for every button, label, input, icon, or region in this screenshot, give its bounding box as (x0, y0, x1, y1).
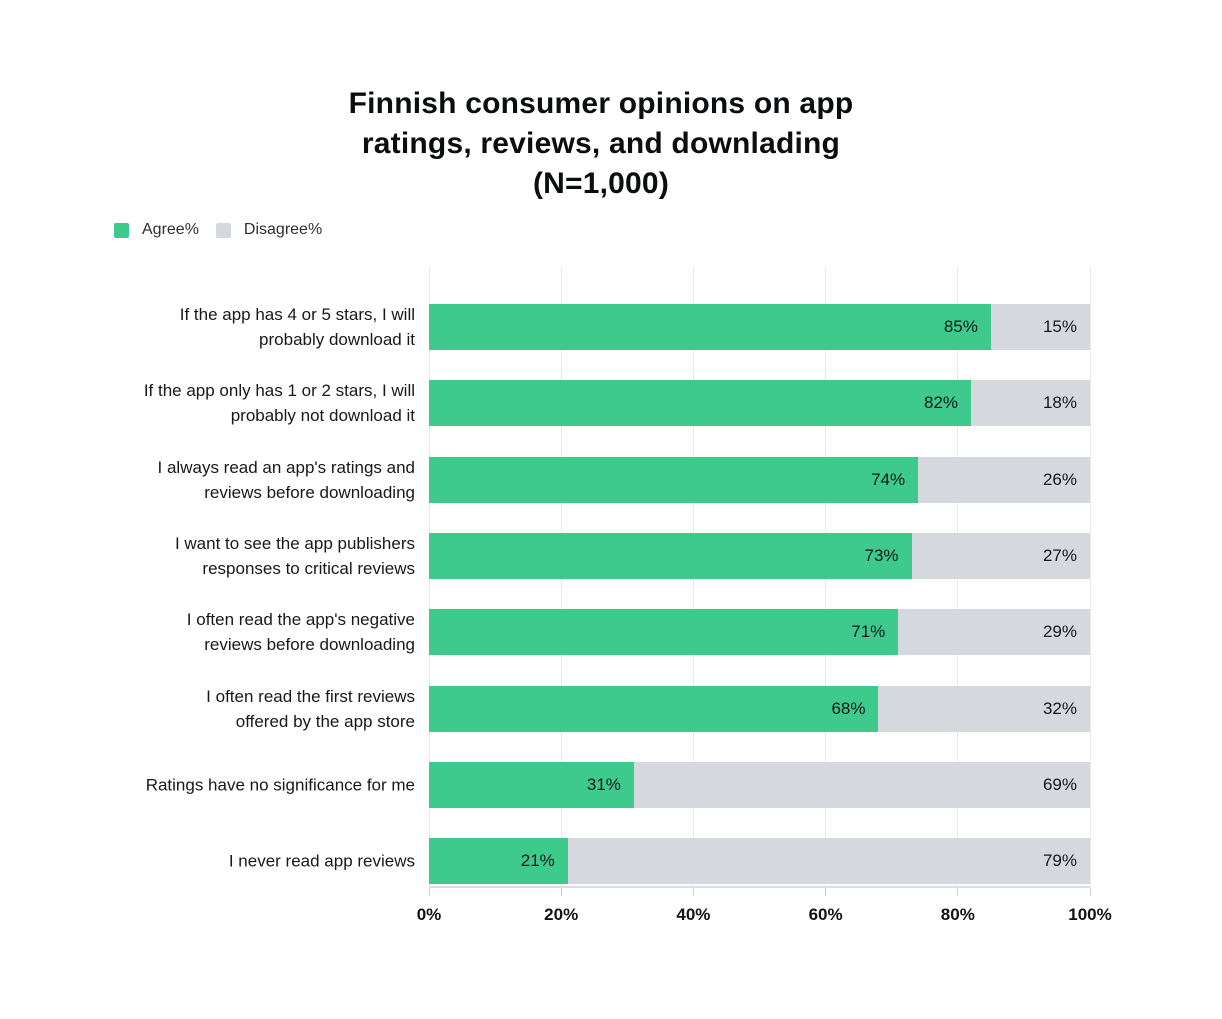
bar-value-label: 21% (520, 851, 555, 870)
category-label: I want to see the app publishers respons… (174, 534, 415, 578)
bar-value-label: 15% (1042, 317, 1077, 336)
bar-value-label: 69% (1042, 775, 1077, 794)
bar-segment-agree: 73% (429, 533, 912, 579)
bar-segment-agree: 82% (429, 380, 972, 426)
x-axis-tick (560, 888, 562, 896)
category-label: I often read the app's negative reviews … (186, 610, 415, 654)
category-label: If the app has 4 or 5 stars, I will prob… (179, 305, 415, 349)
bar-row: 21% 79% (429, 838, 1090, 884)
bar-segment-agree: 74% (429, 457, 919, 503)
bar-segment-disagree: 18% (971, 380, 1090, 426)
bar-segment-disagree: 26% (918, 457, 1090, 503)
legend-item-agree: Agree% (114, 221, 199, 239)
bar-segment-disagree: 27% (911, 533, 1090, 579)
legend-item-disagree: Disagree% (215, 221, 323, 239)
bar-row: 68% 32% (429, 686, 1090, 732)
bar-segment-agree: 31% (429, 762, 634, 808)
bar-row: 73% 27% (429, 533, 1090, 579)
bar-value-label: 73% (864, 546, 899, 565)
bar-row: 71% 29% (429, 609, 1090, 655)
x-axis-tick-label: 40% (676, 905, 711, 924)
x-axis-tick-label: 0% (416, 905, 442, 924)
x-axis-line (429, 886, 1090, 888)
bar-segment-disagree: 32% (878, 686, 1090, 732)
x-axis-tick (957, 888, 959, 896)
x-axis-tick (692, 888, 694, 896)
bar-segment-disagree: 15% (990, 304, 1090, 350)
bar-value-label: 26% (1042, 470, 1077, 489)
bar-value-label: 32% (1042, 699, 1077, 718)
category-labels: If the app has 4 or 5 stars, I will prob… (55, 267, 415, 887)
bar-value-label: 31% (586, 775, 621, 794)
bar-row: 82% 18% (429, 380, 1090, 426)
bar-segment-agree: 85% (429, 304, 991, 350)
bar-value-label: 85% (943, 317, 978, 336)
bar-value-label: 29% (1042, 622, 1077, 641)
bar-row: 85% 15% (429, 304, 1090, 350)
category-label: If the app only has 1 or 2 stars, I will… (143, 381, 415, 425)
chart-title: Finnish consumer opinions on app ratings… (348, 87, 854, 200)
bar-value-label: 71% (851, 622, 886, 641)
category-label: Ratings have no significance for me (145, 775, 415, 795)
bar-segment-disagree: 69% (633, 762, 1090, 808)
x-axis-tick-label: 100% (1068, 905, 1112, 924)
plot-area: 0% 20% 40% 60% 80% 100% 85% 15% 82% 18% 74% 26% 73% 2… (417, 267, 1112, 924)
legend-swatch-disagree (215, 222, 231, 238)
bar-value-label: 68% (831, 699, 866, 718)
bar-segment-agree: 71% (429, 609, 899, 655)
bar-value-label: 27% (1042, 546, 1077, 565)
bar-segment-agree: 21% (429, 838, 568, 884)
bar-segment-agree: 68% (429, 686, 879, 732)
bar-value-label: 79% (1042, 851, 1077, 870)
legend-label-disagree: Disagree% (243, 221, 323, 238)
x-axis-tick (825, 888, 827, 896)
bar-row: 74% 26% (429, 457, 1090, 503)
legend-swatch-agree (114, 222, 129, 238)
bar-value-label: 18% (1042, 393, 1077, 412)
bar-value-label: 82% (923, 393, 959, 412)
x-axis-tick-label: 80% (940, 905, 975, 924)
legend-label-agree: Agree% (142, 221, 199, 238)
bar-value-label: 74% (871, 470, 906, 489)
category-label: I never read app reviews (228, 851, 415, 871)
bar-row: 31% 69% (429, 762, 1090, 808)
legend: Agree% Disagree% (114, 221, 322, 239)
x-axis-tick (1089, 888, 1091, 896)
x-axis-tick-label: 60% (808, 905, 843, 924)
x-axis-tick-label: 20% (544, 905, 579, 924)
bar-segment-disagree: 79% (567, 838, 1090, 884)
bar-segment-disagree: 29% (898, 609, 1090, 655)
category-label: I always read an app's ratings and revie… (157, 458, 415, 502)
category-label: I often read the first reviews offered b… (206, 687, 415, 731)
x-axis-tick (428, 888, 430, 896)
gridline (1089, 267, 1091, 887)
